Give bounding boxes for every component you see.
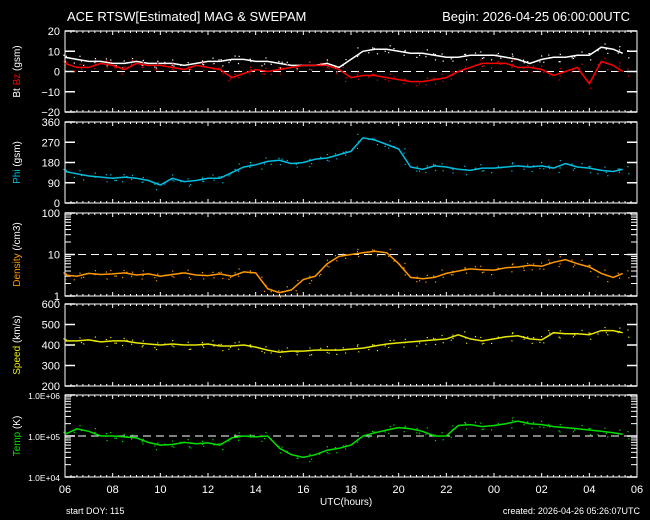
x-axis: 06 08 10 12 14 16 18 20 22 00 02 04 06 bbox=[59, 484, 643, 496]
y-axis-speed: 600 500 400 300 200 bbox=[42, 299, 637, 393]
x-tick-label: 14 bbox=[250, 484, 262, 496]
series-density bbox=[64, 250, 623, 294]
y-axis-label-phi: Phi (gsm) bbox=[12, 141, 23, 184]
x-tick-label: 10 bbox=[154, 484, 166, 496]
y-axis-label-mag: Bt Bz (gsm) bbox=[12, 45, 23, 97]
x-tick-label: 12 bbox=[202, 484, 214, 496]
x-tick-label: 22 bbox=[440, 484, 452, 496]
x-tick-label: 00 bbox=[488, 484, 500, 496]
panel-mag: 20 10 0 −10 −20 Bt Bz (gsm) bbox=[12, 26, 638, 119]
y-tick-label: 500 bbox=[42, 320, 60, 332]
y-axis-density: 100 10 1 bbox=[42, 208, 637, 303]
y-tick-label: 10 bbox=[48, 46, 60, 58]
y-tick-label: 400 bbox=[42, 340, 60, 352]
x-tick-label: 20 bbox=[393, 484, 405, 496]
y-tick-label: 180 bbox=[42, 158, 60, 170]
created-timestamp: created: 2026-04-26 05:26:07UTC bbox=[502, 506, 640, 516]
panel-speed: 600 500 400 300 200 Speed (km/s) bbox=[12, 299, 638, 393]
panel-phi: 360 270 180 90 0 Phi (gsm) bbox=[12, 117, 638, 210]
y-tick-label: −10 bbox=[41, 87, 60, 99]
x-tick-label: 08 bbox=[107, 484, 119, 496]
y-tick-label: 300 bbox=[42, 361, 60, 373]
y-axis-mag: 20 10 0 −10 −20 bbox=[41, 26, 637, 119]
y-axis-phi: 360 270 180 90 0 bbox=[42, 117, 637, 210]
x-tick-label: 18 bbox=[345, 484, 357, 496]
y-tick-label: 270 bbox=[42, 137, 60, 149]
y-tick-label: 360 bbox=[42, 117, 60, 129]
x-tick-label: 16 bbox=[297, 484, 309, 496]
x-axis-label: UTC(hours) bbox=[320, 497, 373, 508]
y-axis-label-speed: Speed (km/s) bbox=[12, 315, 23, 374]
series-phi bbox=[64, 136, 623, 186]
x-tick-label: 02 bbox=[536, 484, 548, 496]
y-tick-label: 1.0E+05 bbox=[28, 432, 60, 442]
y-tick-label: 1.0E+04 bbox=[28, 473, 60, 483]
panel-temp: 1.0E+06 1.0E+05 1.0E+04 Temp (K) bbox=[12, 391, 638, 483]
x-tick-label: 04 bbox=[583, 484, 595, 496]
y-tick-label: 0 bbox=[54, 67, 60, 79]
series-bt bbox=[64, 46, 623, 69]
y-tick-label: 100 bbox=[42, 208, 60, 220]
begin-timestamp: Begin: 2026-04-25 06:00:00UTC bbox=[442, 9, 630, 24]
y-tick-label: 200 bbox=[42, 381, 60, 393]
y-tick-label: 90 bbox=[48, 178, 60, 190]
panel-frame bbox=[64, 121, 638, 204]
y-tick-label: 10 bbox=[48, 250, 60, 262]
chart-title: ACE RTSW[Estimated] MAG & SWEPAM bbox=[67, 9, 307, 24]
series-speed bbox=[65, 329, 623, 353]
y-tick-label: −20 bbox=[41, 107, 60, 119]
y-axis-label-density: Density (/cm3) bbox=[12, 222, 23, 286]
x-tick-label: 06 bbox=[631, 484, 643, 496]
y-tick-label: 1 bbox=[54, 291, 60, 303]
x-tick-label: 06 bbox=[59, 484, 71, 496]
y-tick-label: 0 bbox=[54, 198, 60, 210]
y-tick-label: 1.0E+06 bbox=[28, 391, 60, 401]
start-doy: start DOY: 115 bbox=[66, 506, 125, 516]
panel-frame bbox=[64, 303, 638, 387]
series-bz bbox=[64, 60, 624, 86]
y-axis-label-temp: Temp (K) bbox=[12, 416, 23, 457]
y-tick-label: 20 bbox=[48, 26, 60, 38]
series-temp bbox=[64, 420, 623, 459]
panel-density: 100 10 1 Density (/cm3) bbox=[12, 208, 638, 303]
y-tick-label: 600 bbox=[42, 299, 60, 311]
